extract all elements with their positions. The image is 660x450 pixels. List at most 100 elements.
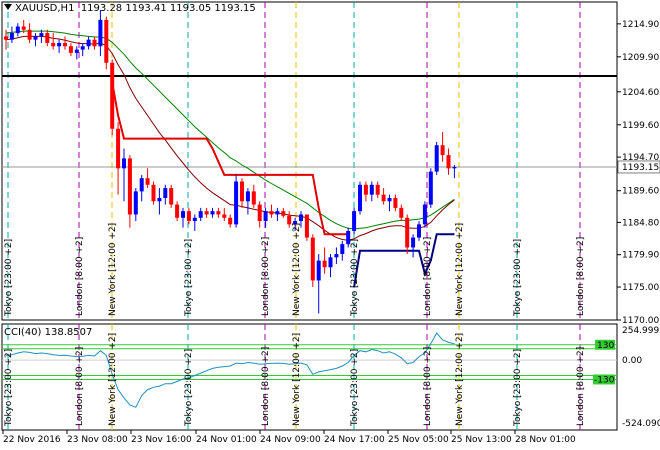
candle-body — [440, 145, 445, 156]
candle — [151, 181, 156, 205]
candle-body — [92, 39, 97, 47]
candle — [440, 132, 445, 162]
candle-body — [257, 204, 262, 222]
candle-body — [110, 62, 115, 129]
candle — [175, 201, 180, 222]
candle-body — [9, 33, 14, 40]
candle-body — [428, 171, 433, 205]
session-labels: Tokyo [23:00 +2] Tokyo [23:00 +2] London [… — [4, 223, 586, 427]
candle — [74, 46, 79, 60]
candle — [257, 201, 262, 228]
candle — [387, 194, 392, 212]
candle-body — [405, 217, 410, 248]
candle-body — [133, 191, 138, 215]
candle — [446, 148, 451, 175]
trailing-stops — [111, 82, 455, 288]
candle — [422, 201, 427, 228]
cci-upper-tag — [595, 339, 615, 350]
price-tick-label: 1209.90 — [622, 53, 659, 63]
session-label: New York [12:00 +2] — [292, 223, 302, 316]
candle-body — [186, 211, 191, 222]
indicator-header: CCI(40) 138.8507 — [4, 327, 92, 338]
candle-body — [340, 244, 345, 255]
dropdown-triangle-icon[interactable] — [4, 4, 12, 10]
candle-body — [151, 184, 156, 202]
candle-body — [145, 178, 150, 185]
candle-body — [304, 214, 309, 238]
session-label-indicator: Tokyo [23:00 +2] — [4, 349, 14, 427]
candle-body — [51, 42, 56, 47]
candle-body — [39, 33, 44, 37]
candle — [275, 207, 280, 222]
time-label: 28 Nov 01:00 — [515, 435, 576, 445]
session-label: London [8:00 +2] — [261, 237, 271, 316]
candle-body — [169, 188, 174, 205]
candle — [269, 204, 274, 218]
session-label-indicator: Tokyo [23:00 +2] — [350, 349, 360, 427]
candle — [192, 214, 197, 231]
price-tick-label: 1179.90 — [622, 251, 659, 261]
candle — [27, 23, 32, 43]
cci-lower-tag-text: -130 — [594, 375, 615, 385]
candle — [393, 194, 398, 212]
candle — [322, 247, 327, 274]
candle — [281, 207, 286, 218]
candle-body — [122, 158, 126, 169]
candle — [411, 234, 416, 258]
price-tick-label: 1184.80 — [622, 218, 659, 228]
candle-body — [204, 211, 209, 215]
candle — [15, 23, 20, 37]
session-lines — [7, 2, 581, 430]
cci-upper-tag-text: 130 — [597, 341, 614, 351]
candle — [251, 184, 256, 208]
candle-body — [434, 145, 439, 172]
candle-body — [15, 26, 20, 34]
session-label: London [8:00 +2] — [576, 237, 586, 316]
cci-lower-tag — [593, 374, 615, 385]
candle-body — [139, 178, 144, 192]
time-label: 22 Nov 2016 — [3, 435, 61, 445]
candle — [57, 39, 62, 53]
candle — [381, 188, 386, 205]
candle-body — [116, 128, 121, 169]
candle-body — [175, 204, 180, 218]
candle — [210, 207, 215, 218]
candle — [39, 29, 44, 43]
session-label-indicator: New York [12:00 +2] — [292, 333, 302, 426]
symbol-label: XAUUSD,H1 — [15, 3, 75, 14]
price-tick-label: 1214.90 — [622, 20, 659, 30]
candle-body — [98, 19, 103, 47]
candle-body — [346, 230, 351, 245]
time-label: 24 Nov 01:00 — [196, 435, 257, 445]
price-tick-label: 1204.60 — [622, 88, 659, 98]
candle — [299, 211, 303, 228]
session-label: London [8:00 +2] — [423, 237, 433, 316]
candle — [80, 42, 85, 57]
candle — [310, 234, 315, 288]
candle-body — [222, 214, 227, 218]
candle — [428, 168, 433, 208]
candle — [263, 207, 268, 228]
price-tick-label: 1170.00 — [622, 316, 659, 326]
session-label-indicator: New York [12:00 +2] — [108, 333, 118, 426]
candle-body — [163, 188, 168, 198]
candle — [104, 16, 109, 70]
candle-body — [334, 254, 339, 258]
candle — [33, 33, 38, 47]
session-label: Tokyo [23:00 +2] — [513, 239, 523, 317]
candle — [116, 122, 121, 195]
session-label: Tokyo [23:00 +2] — [4, 239, 14, 317]
time-label: 25 Nov 13:00 — [451, 435, 512, 445]
session-label: New York [12:00 +2] — [108, 223, 118, 316]
candle — [9, 26, 14, 43]
time-label: 23 Nov 16:00 — [131, 435, 192, 445]
candle — [163, 184, 168, 205]
candle-body — [240, 181, 244, 202]
candle — [157, 188, 162, 215]
candle — [92, 36, 97, 50]
current-price-text: 1193.15 — [622, 163, 659, 173]
candle-body — [68, 46, 73, 53]
candle — [358, 181, 362, 215]
